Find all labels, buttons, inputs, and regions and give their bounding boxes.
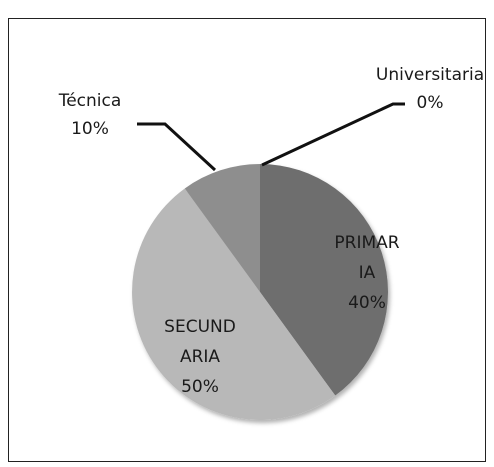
value-label: 40% <box>348 293 386 313</box>
leader-line <box>137 122 217 172</box>
pie-slice <box>260 164 388 396</box>
value-label: 50% <box>181 377 219 397</box>
pie <box>132 164 388 420</box>
category-label: SECUNDARIA <box>164 317 236 367</box>
slice-label: PRIMARIA 40% <box>332 228 402 318</box>
leader-line <box>261 102 405 167</box>
slice-label: Universitaria 0% <box>360 60 494 116</box>
value-label: 0% <box>416 93 444 113</box>
category-label: Técnica <box>58 91 122 111</box>
slice-label: SECUNDARIA 50% <box>160 312 240 402</box>
category-label: PRIMARIA <box>334 233 400 283</box>
category-label: Universitaria <box>375 65 485 85</box>
pie-slice <box>132 188 336 420</box>
slice-label: Técnica 10% <box>40 86 140 142</box>
value-label: 10% <box>71 119 109 139</box>
chart-border <box>8 18 486 462</box>
pie-slice <box>184 164 260 292</box>
